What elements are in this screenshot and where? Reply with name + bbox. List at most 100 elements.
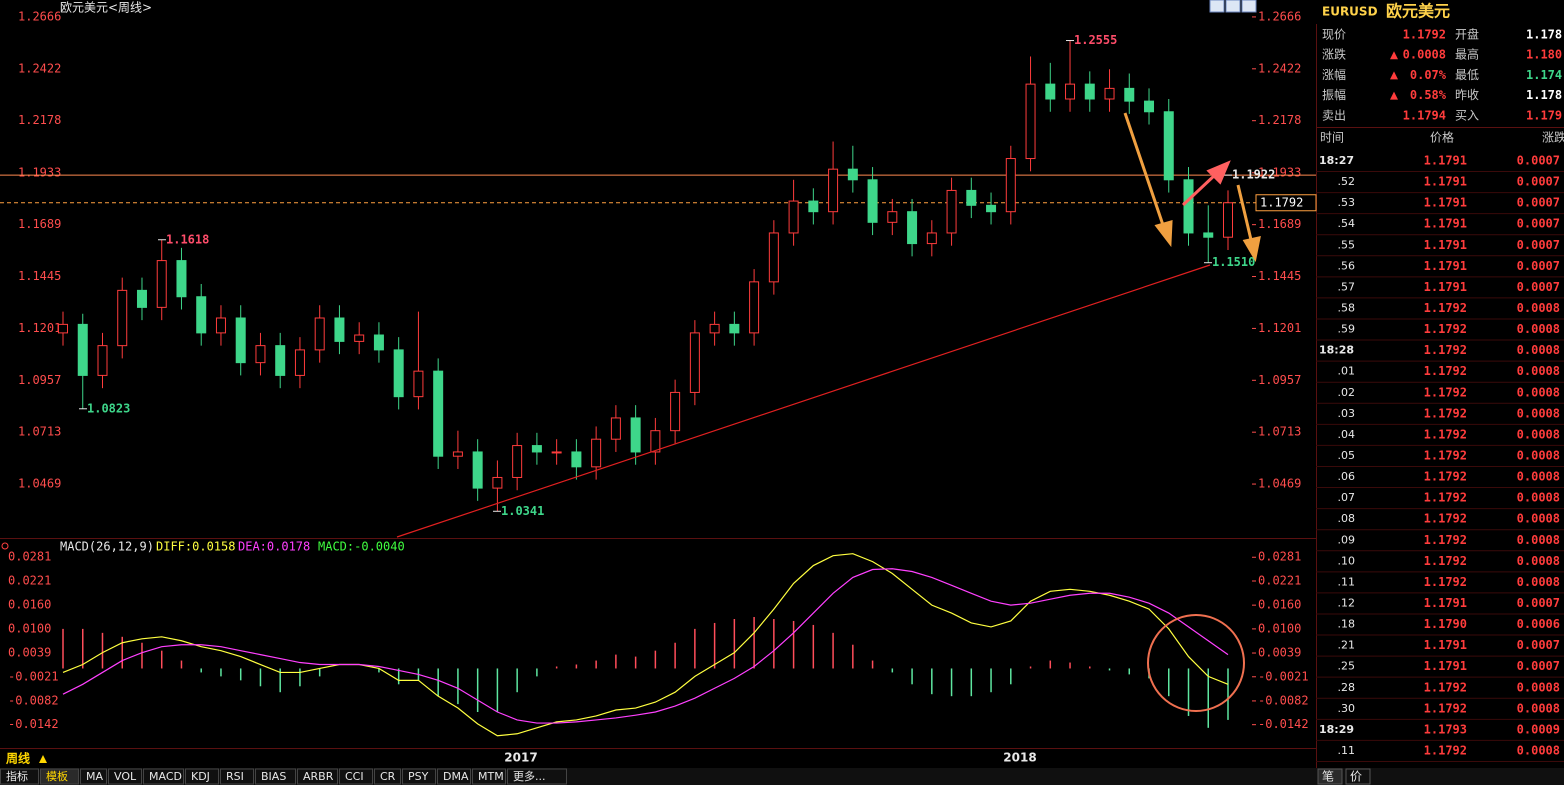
toolbar-tab-label[interactable]: MTM: [478, 770, 504, 783]
quote-value: 1.179: [1526, 108, 1562, 122]
highlight-circle: [1147, 614, 1245, 712]
candle-body: [314, 317, 325, 351]
y-tick-label: 0.0100: [1258, 621, 1301, 635]
toolbar-tab-label[interactable]: 更多...: [513, 769, 546, 783]
tick-price: 1.1792: [1424, 701, 1467, 715]
icon[interactable]: [1225, 0, 1241, 13]
toolbar-tab[interactable]: [40, 768, 79, 785]
toolbar-tab[interactable]: [185, 768, 219, 785]
pane-icon[interactable]: [1, 542, 9, 550]
tick-price: 1.1793: [1424, 722, 1467, 736]
y-tick-label: 0.0160: [8, 598, 51, 612]
candle-body: [650, 430, 661, 453]
toolbar-tab[interactable]: [402, 768, 436, 785]
footer-tab[interactable]: [1345, 768, 1371, 785]
toolbar-tab[interactable]: [80, 768, 107, 785]
toolbar-tab-label[interactable]: ARBR: [303, 770, 334, 783]
toolbar-tab-label[interactable]: MACD: [149, 770, 182, 783]
toolbar-tab[interactable]: [108, 768, 142, 785]
toolbar-tab-label[interactable]: PSY: [408, 770, 429, 783]
y-tick-label: -0.0142: [1258, 717, 1309, 731]
quote-label: 昨收: [1455, 88, 1479, 102]
y-tick-label: 0.0281: [1258, 550, 1301, 564]
tick-change: 0.0008: [1517, 364, 1560, 378]
annotation-label: 1.0341: [501, 504, 544, 518]
tick-time: .01: [1338, 365, 1356, 378]
y-tick-label: 1.1445: [18, 269, 61, 283]
period-label[interactable]: 周线: [6, 751, 30, 766]
candle-body: [1183, 179, 1194, 234]
quote-label: 涨幅: [1322, 67, 1346, 82]
tick-price: 1.1792: [1424, 343, 1467, 357]
tick-price: 1.1790: [1424, 617, 1467, 631]
toolbar-tab-label[interactable]: MA: [86, 770, 103, 783]
tick-price: 1.1792: [1424, 364, 1467, 378]
candle-body: [1084, 83, 1095, 100]
toolbar-tab[interactable]: [437, 768, 471, 785]
macd-legend: MACD(26,12,9): [60, 540, 154, 554]
toolbar-tab-label[interactable]: 模板: [46, 769, 68, 783]
footer-tab[interactable]: [1317, 768, 1343, 785]
quote-label: 涨跌: [1322, 47, 1346, 62]
quote-label: 最高: [1455, 47, 1479, 62]
toolbar-tab-label[interactable]: DMA: [443, 770, 469, 783]
candle-body: [77, 323, 88, 376]
y-tick-label: -0.0082: [1258, 693, 1309, 707]
candle-body: [1124, 87, 1135, 102]
toolbar-tab[interactable]: [0, 768, 39, 785]
macd-line: [62, 553, 1229, 737]
footer-tab-label[interactable]: 价: [1350, 770, 1362, 784]
tick-change: 0.0008: [1517, 470, 1560, 484]
tick-time: .55: [1338, 238, 1356, 251]
candle-body: [966, 189, 977, 206]
toolbar-tab[interactable]: [297, 768, 338, 785]
y-tick-label: 0.0221: [1258, 573, 1301, 587]
period-arrow[interactable]: [39, 755, 47, 763]
candle-body: [294, 349, 305, 376]
icon[interactable]: [1241, 0, 1257, 13]
tick-price: 1.1792: [1424, 385, 1467, 399]
tick-change: 0.0008: [1517, 512, 1560, 526]
toolbar-tab[interactable]: [255, 768, 296, 785]
table-header: 价格: [1430, 130, 1454, 145]
candle-body: [156, 260, 167, 308]
footer-tab-label[interactable]: 笔: [1322, 769, 1334, 784]
tick-change: 0.0006: [1517, 617, 1560, 631]
candle-body: [591, 438, 602, 468]
y-tick-label: 1.0469: [18, 477, 61, 491]
toolbar-tab[interactable]: [374, 768, 401, 785]
tick-change: 0.0007: [1517, 217, 1560, 231]
toolbar-tab[interactable]: [339, 768, 373, 785]
toolbar-tab-label[interactable]: KDJ: [191, 770, 210, 783]
quote-symbol: EURUSD: [1322, 5, 1378, 19]
y-tick-label: -0.0021: [1258, 669, 1309, 683]
toolbar-tab-label[interactable]: CCI: [345, 770, 364, 783]
toolbar-tab[interactable]: [143, 768, 184, 785]
toolbar-tab[interactable]: [507, 768, 567, 785]
tick-change: 0.0007: [1517, 638, 1560, 652]
icon[interactable]: [1209, 0, 1225, 13]
tick-time: .54: [1338, 217, 1356, 230]
quote-name: 欧元美元: [1386, 2, 1450, 21]
footer-bar: [1316, 768, 1564, 785]
candle-body: [512, 445, 523, 478]
y-tick-label: 0.0039: [1258, 646, 1301, 660]
tick-time: .04: [1338, 428, 1356, 441]
candle-body: [413, 370, 424, 398]
y-tick-label: 1.1445: [1258, 269, 1301, 283]
toolbar-tab[interactable]: [220, 768, 254, 785]
toolbar-tab-label[interactable]: VOL: [114, 770, 137, 783]
quote-value: 1.178: [1526, 28, 1562, 42]
tick-price: 1.1791: [1424, 659, 1467, 673]
tick-time: 18:27: [1319, 154, 1354, 167]
toolbar-tab-label[interactable]: CR: [380, 770, 396, 783]
tick-price: 1.1791: [1424, 154, 1467, 168]
toolbar-tab-label[interactable]: 指标: [6, 769, 28, 783]
toolbar-tab[interactable]: [472, 768, 506, 785]
table-header: 时间: [1320, 131, 1344, 145]
view-icons[interactable]: [1209, 0, 1257, 13]
toolbar-tab-label[interactable]: RSI: [226, 770, 244, 783]
tick-time: .58: [1338, 301, 1356, 314]
tick-change: 0.0008: [1517, 301, 1560, 315]
toolbar-tab-label[interactable]: BIAS: [261, 770, 286, 783]
